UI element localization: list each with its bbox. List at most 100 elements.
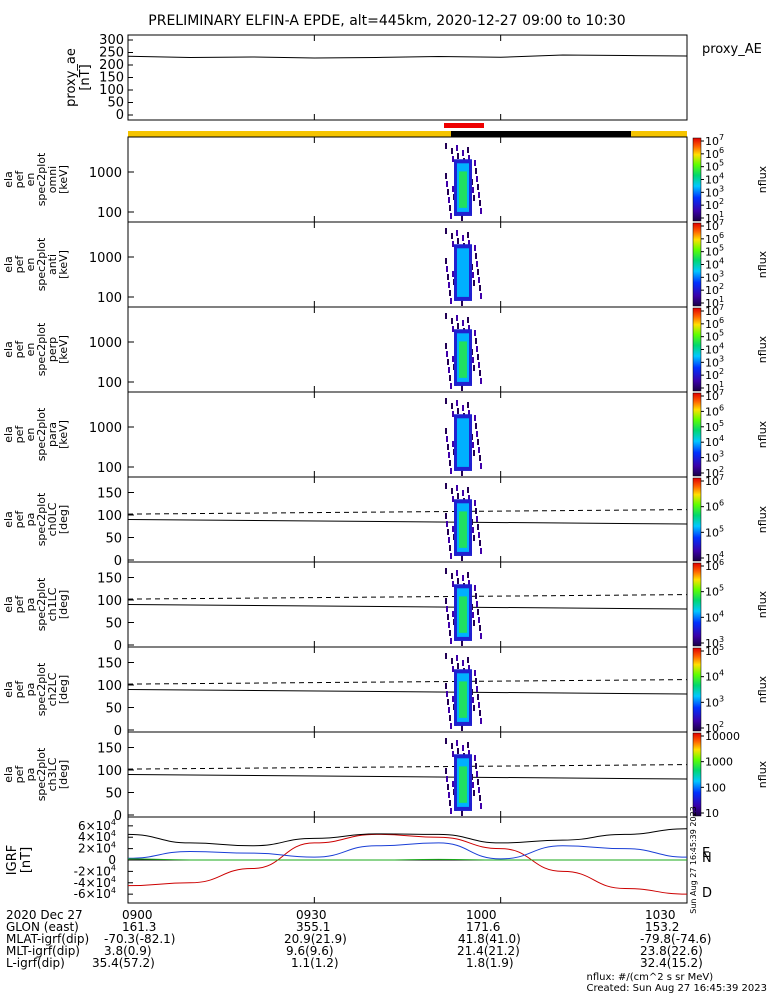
panel-ylabel: spec2plot (35, 577, 48, 631)
orbit-footer: 2020 Dec 27 0900 0930 1000 1030 GLON (ea… (0, 907, 775, 1000)
spectrum-speckle (474, 245, 476, 251)
colorbar-label: nflux (756, 250, 769, 278)
spectrum-speckle (445, 513, 447, 519)
spectrum-speckle (480, 718, 482, 724)
colorbar-tick-label: 1000 (705, 756, 733, 769)
loss-cone-line (127, 774, 688, 780)
ytick-label: 50 (105, 787, 122, 802)
spectrum-speckle (480, 378, 482, 384)
ae-ytick-label: 100 (99, 83, 124, 98)
spectrum-speckle (449, 460, 451, 466)
spectrum-speckle (467, 572, 469, 578)
colorbar (692, 562, 702, 647)
ae-ytick-label: 150 (99, 71, 124, 86)
spectrum-speckle (479, 625, 481, 631)
spectrum-speckle (468, 495, 470, 501)
spectrum-speckle (468, 155, 470, 161)
panel-ylabel: ch1LC (46, 587, 59, 621)
spectrum-speckle (450, 468, 452, 474)
spectrum-speckle (476, 176, 478, 182)
footer-value: 23.8(22.6) (640, 944, 703, 958)
spectrum-speckle (445, 683, 447, 689)
loss-cone-line (127, 519, 688, 525)
footer-value: 32.4(15.2) (640, 956, 703, 970)
footer-row-mlat: MLAT-igrf(dip) -70.3(-82.1) 20.9(21.9) 4… (0, 933, 775, 945)
spectrogram-frame (127, 221, 688, 308)
spectrum-speckle (449, 545, 451, 551)
colorbar-tick-label: 105 (705, 419, 724, 434)
spectrum-speckle (452, 411, 454, 417)
spectrum-speckle (457, 323, 459, 329)
spectrum-core (459, 171, 467, 208)
spectrum-speckle (447, 614, 449, 620)
spectrogram-frame (127, 391, 688, 478)
spectrum-speckle (468, 750, 470, 756)
footer-label: MLT-igrf(dip) (6, 944, 80, 958)
ytick-label: 0 (114, 554, 122, 569)
spectrum-speckle (449, 630, 451, 636)
spectrum-speckle (445, 738, 447, 744)
status-bar-yellow (128, 131, 451, 137)
footer-value: -79.8(-74.6) (640, 932, 712, 946)
spectrum-speckle (476, 261, 478, 267)
ytick-label: 100 (97, 594, 122, 609)
footer-value: 355.1 (296, 920, 331, 934)
ytick-label: 100 (97, 509, 122, 524)
spectrum-speckle (447, 444, 449, 450)
ytick-label: 100 (97, 206, 122, 221)
spectrum-speckle (461, 810, 463, 816)
spectrum-speckle (457, 238, 459, 244)
spectrum-speckle (474, 755, 476, 761)
panel-ylabel: pa (24, 513, 37, 527)
spectrum-speckle (478, 192, 480, 198)
spectrum-speckle (479, 795, 481, 801)
spectrum-speckle (452, 666, 454, 672)
panel-ylabel: ela (2, 426, 15, 443)
panel-ylabel: ela (2, 171, 15, 188)
colorbar-tick-label: 106 (705, 558, 724, 573)
ae-ylabel: [nT] (78, 64, 93, 90)
igrf-legend-n: N (702, 851, 712, 866)
spectrum-speckle (479, 370, 481, 376)
ytick-label: 50 (105, 702, 122, 717)
panel-ylabel: spec2plot (35, 152, 48, 206)
panel-ylabel: pef (13, 170, 26, 189)
colorbar-tick-label: 104 (705, 434, 724, 449)
spectrum-speckle (451, 658, 453, 664)
spectrum-speckle (476, 346, 478, 352)
spectrum-speckle (461, 640, 463, 646)
footer-value: -70.3(-82.1) (104, 932, 176, 946)
spectrum-speckle (474, 500, 476, 506)
spectrum-speckle (446, 266, 448, 272)
spectrum-speckle (446, 606, 448, 612)
ytick-label: 1000 (89, 251, 122, 266)
spectrum-speckle (467, 232, 469, 238)
panel-ylabel: spec2plot (35, 492, 48, 546)
spectrum-speckle (457, 578, 459, 584)
footer-value: 1030 (645, 908, 676, 922)
colorbar (692, 477, 702, 562)
spectrum-speckle (478, 362, 480, 368)
spectrum-core (457, 418, 469, 467)
spectrum-speckle (461, 470, 463, 476)
ae-ytick-label: 200 (99, 58, 124, 73)
colorbar-tick-label: 107 (705, 473, 724, 488)
spectrum-speckle (472, 612, 474, 618)
spectrum-speckle (445, 258, 447, 264)
panel-ylabel: pef (13, 510, 26, 529)
spectrogram-frame (127, 306, 688, 393)
footer-value: 1.1(1.2) (291, 956, 339, 970)
panel-ylabel: [deg] (57, 590, 70, 619)
colorbar-tick-label: 105 (705, 524, 724, 539)
panel-ylabel: pef (13, 765, 26, 784)
spectrum-speckle (474, 415, 476, 421)
panel-ylabel: en (24, 343, 37, 357)
spectrum-speckle (477, 779, 479, 785)
colorbar-tick-label: 105 (705, 584, 724, 599)
spectrum-speckle (447, 189, 449, 195)
igrf-ytick-label: -6×104 (74, 886, 116, 901)
spectrum-speckle (445, 568, 447, 574)
ytick-label: 0 (114, 809, 122, 824)
spectrum-speckle (445, 483, 447, 489)
